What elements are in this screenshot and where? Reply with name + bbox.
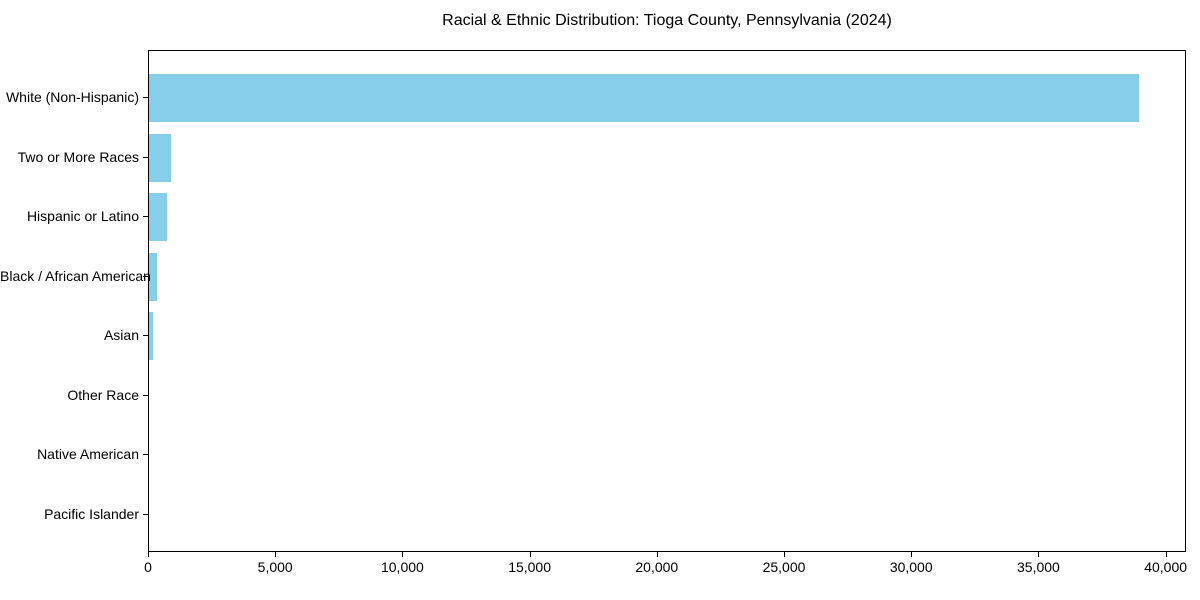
x-tick-label: 40,000: [1144, 559, 1188, 575]
bar-two-or-more-races: [149, 133, 172, 182]
y-tick-mark: [143, 335, 148, 337]
y-tick-label: Hispanic or Latino: [26, 208, 139, 225]
chart-title: Racial & Ethnic Distribution: Tioga Coun…: [442, 12, 892, 29]
x-tick-label: 20,000: [635, 559, 679, 575]
bar-asian: [149, 312, 154, 361]
x-tick-mark: [275, 552, 277, 557]
y-tick-mark: [143, 275, 148, 277]
bar-black-african-american: [149, 252, 157, 301]
y-tick-mark: [143, 514, 148, 515]
bar-white-non-hispanic: [149, 74, 1139, 122]
x-tick-mark: [402, 552, 404, 557]
x-tick-label: 30,000: [889, 559, 933, 575]
y-tick-label: Native American: [37, 446, 139, 463]
x-tick-mark: [148, 552, 149, 557]
y-tick-label: Pacific Islander: [44, 506, 139, 522]
x-tick-label: 35,000: [1017, 559, 1060, 575]
x-tick-label: 15,000: [508, 559, 552, 575]
y-tick-label: Two or More Races: [17, 148, 139, 165]
x-tick-mark: [911, 552, 913, 557]
bar-hispanic-or-latino: [149, 193, 168, 242]
plot-area: [148, 50, 1186, 552]
y-tick-mark: [143, 97, 148, 98]
y-tick-label: Black / African American: [0, 267, 151, 284]
x-tick-label: 10,000: [380, 559, 424, 575]
x-tick-mark: [1165, 552, 1167, 557]
x-tick-mark: [1038, 552, 1040, 557]
y-tick-label: Other Race: [67, 386, 139, 403]
y-tick-label: White (Non-Hispanic): [5, 89, 139, 105]
x-tick-mark: [784, 552, 786, 557]
x-tick-label: 0: [144, 559, 152, 575]
y-tick-mark: [143, 216, 148, 218]
x-tick-mark: [529, 552, 531, 557]
y-tick-mark: [143, 394, 148, 396]
x-tick-mark: [656, 552, 658, 557]
y-tick-mark: [143, 156, 148, 158]
y-tick-mark: [143, 454, 148, 456]
x-tick-label: 25,000: [762, 559, 806, 575]
y-tick-label: Asian: [103, 327, 139, 344]
x-tick-label: 5,000: [257, 559, 293, 575]
